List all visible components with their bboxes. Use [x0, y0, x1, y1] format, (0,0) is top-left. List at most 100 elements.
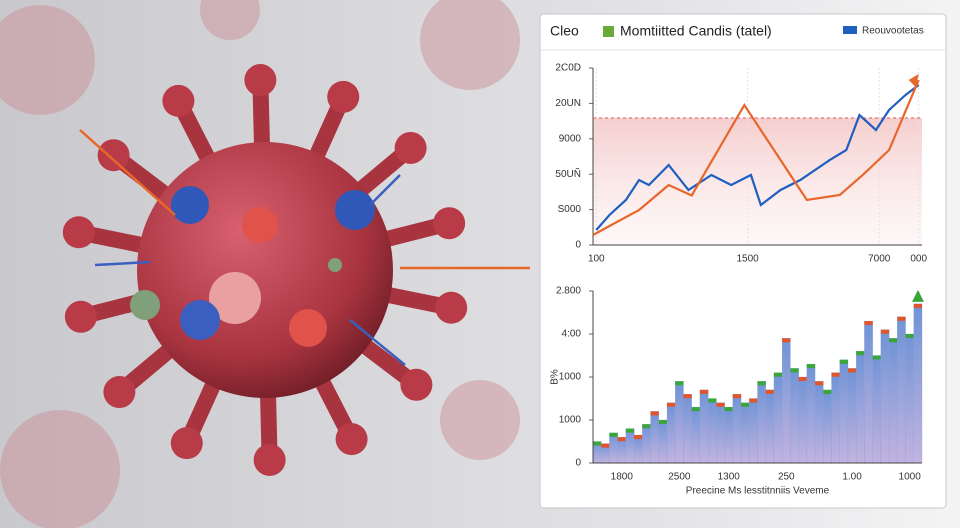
- bar-cap: [823, 389, 832, 394]
- bar-cap: [790, 368, 799, 373]
- bar: [699, 389, 709, 464]
- bar-cap: [889, 338, 898, 343]
- bar: [814, 381, 824, 464]
- bar: [749, 398, 758, 464]
- background-virus: [440, 380, 520, 460]
- bar: [782, 338, 791, 464]
- bar-cap: [617, 437, 626, 442]
- bar-cap: [773, 372, 783, 377]
- bar-cap: [658, 420, 668, 424]
- spike-tip: [64, 300, 97, 333]
- virus-protein: [130, 290, 160, 320]
- bar: [823, 389, 832, 464]
- bar: [831, 372, 840, 464]
- y-tick-label: 1000: [559, 372, 582, 383]
- x-tick-label: 1300: [718, 472, 741, 483]
- bar: [716, 402, 725, 464]
- bar-cap: [856, 351, 865, 356]
- bar-cap: [757, 381, 766, 386]
- x-tick-label: 250: [778, 472, 795, 483]
- y-tick-label: 0: [575, 458, 581, 469]
- background-virus: [0, 5, 95, 115]
- x-tick-label: 1.00: [842, 472, 862, 483]
- virus-protein: [180, 300, 220, 340]
- bar-cap: [880, 329, 890, 334]
- bar: [897, 316, 906, 464]
- bar-cap: [724, 407, 733, 412]
- spike-tip: [103, 376, 136, 409]
- bar-cap: [667, 402, 676, 407]
- bar: [872, 355, 882, 464]
- legend-swatch: [603, 26, 614, 37]
- bar-cap: [782, 338, 791, 343]
- bar: [658, 419, 668, 464]
- series-line: [592, 79, 920, 236]
- background-virus: [420, 0, 520, 90]
- bar-cap: [913, 303, 922, 308]
- bar-cap: [831, 372, 840, 377]
- virus-protein: [328, 258, 342, 272]
- virus-protein: [171, 186, 209, 224]
- bar-cap: [815, 381, 824, 386]
- bar-cap: [741, 402, 750, 407]
- y-tick-label: 0: [575, 240, 581, 251]
- bar: [609, 432, 618, 464]
- virus-protein: [335, 190, 375, 230]
- bar: [888, 338, 898, 464]
- background-virus: [200, 0, 260, 40]
- bar-cap: [864, 321, 873, 326]
- bar: [633, 434, 643, 464]
- pointer-arrow: [94, 260, 151, 267]
- bar: [650, 411, 659, 464]
- bar: [691, 406, 701, 464]
- bar: [790, 368, 799, 464]
- bar-cap: [625, 428, 635, 433]
- virus-protein: [242, 207, 278, 243]
- bar: [666, 402, 676, 464]
- x-tick-label: 1500: [737, 254, 760, 265]
- bar: [642, 424, 651, 464]
- bar: [683, 394, 692, 464]
- bar-cap: [749, 398, 758, 403]
- legend-label: Reouvootetas: [862, 26, 924, 37]
- bar-cap: [872, 355, 881, 360]
- x-tick-label: 7000: [868, 254, 891, 265]
- bar: [765, 389, 775, 464]
- spike-tip: [253, 443, 286, 476]
- bar-cap: [601, 443, 610, 448]
- arrow-head: [912, 289, 924, 302]
- spike-tip: [244, 64, 277, 97]
- y-tick-label: 2C0D: [555, 63, 581, 74]
- y-tick-label: 9000: [559, 133, 582, 144]
- plot-area-shade: [593, 117, 922, 245]
- bar: [625, 428, 635, 464]
- x-tick-label: 1000: [899, 472, 922, 483]
- bar-cap: [798, 377, 807, 381]
- virus-illustration: [0, 0, 530, 528]
- bar: [757, 381, 766, 464]
- bar-cap: [593, 441, 602, 446]
- background-virus: [0, 410, 120, 528]
- bar-cap: [839, 359, 848, 364]
- x-tick-label: 100: [588, 254, 605, 265]
- bar: [839, 359, 849, 464]
- legend-label: Momtiitted Candis (tatel): [620, 23, 772, 39]
- pointer-arrow: [349, 319, 406, 366]
- x-tick-label: 1800: [611, 472, 634, 483]
- y-tick-label: 1000: [559, 415, 582, 426]
- series-line: [595, 84, 920, 231]
- spike-tip: [97, 139, 130, 172]
- legend-swatch: [843, 26, 857, 34]
- bar-cap: [732, 394, 742, 399]
- bar: [708, 398, 717, 464]
- bar: [864, 320, 873, 464]
- virus-protein: [209, 272, 261, 324]
- y-axis-label: B%: [550, 369, 561, 385]
- y-tick-label: 4:00: [562, 329, 582, 340]
- bar: [806, 363, 816, 464]
- spike-tip: [162, 84, 195, 117]
- x-tick-label: 000: [910, 254, 927, 265]
- virus-body: [137, 142, 393, 398]
- y-tick-label: 2.800: [556, 286, 581, 297]
